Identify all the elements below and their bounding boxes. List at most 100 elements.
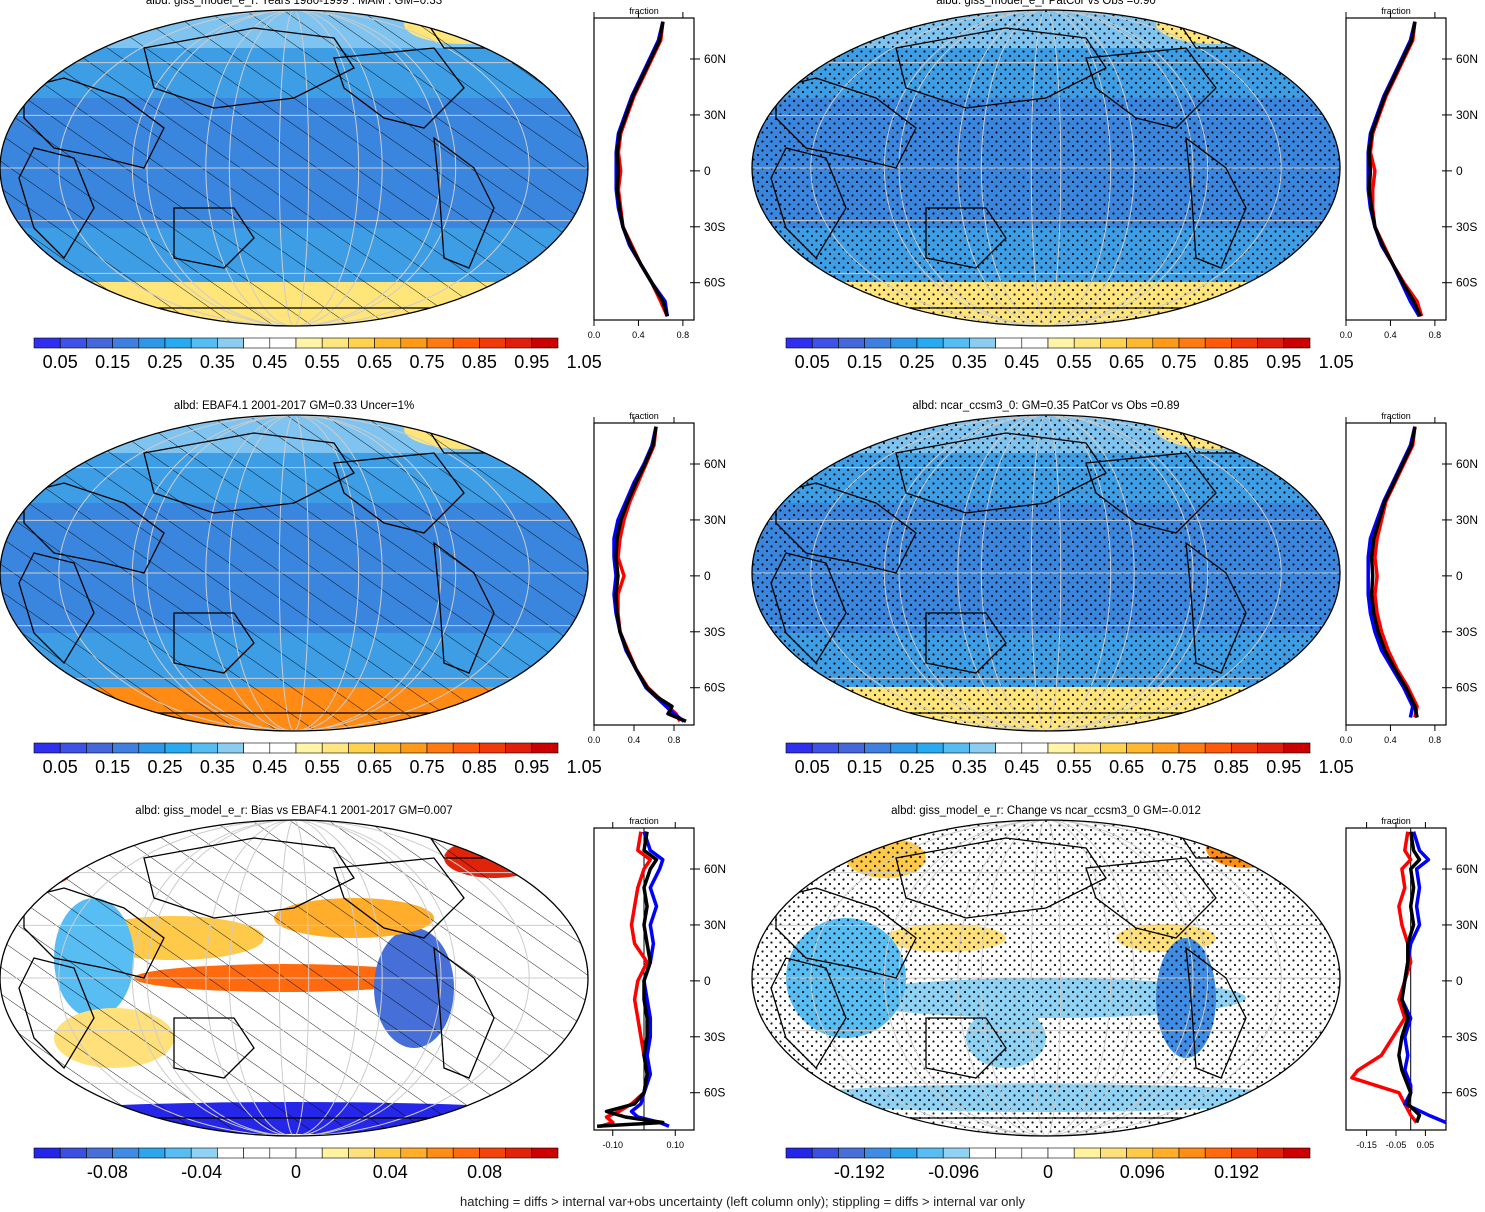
- colorbar-label: 0.55: [305, 352, 340, 372]
- colorbar-swatch: [426, 1147, 454, 1159]
- y-tick-label: 30S: [704, 625, 725, 639]
- reference-line: [629, 831, 670, 1128]
- map-border: [0, 819, 589, 1137]
- meridian-line: [228, 10, 360, 326]
- colorbar-swatch: [1100, 1147, 1127, 1159]
- colorbar-swatch: [1021, 1147, 1049, 1159]
- zonal-mean-frame: [1345, 422, 1447, 726]
- colorbar-swatch: [969, 337, 996, 349]
- colorbar-swatch: [479, 337, 506, 349]
- y-tick-label: 60N: [1456, 52, 1478, 66]
- colorbar-swatch: [1126, 337, 1154, 349]
- map-field: [0, 10, 588, 326]
- colorbar-swatch: [1047, 1147, 1075, 1159]
- panel-1: albd: giss_model_e_r: Years 1980-1999 : …: [0, 0, 726, 372]
- zonal-mean-frame: [593, 422, 695, 726]
- coastline: [143, 432, 355, 514]
- colorbar-label: 0.25: [899, 757, 934, 777]
- colorbar-swatch: [531, 742, 559, 754]
- colorbar-swatch: [1178, 337, 1206, 349]
- colorbar-swatch: [269, 742, 297, 754]
- colorbar-swatch: [505, 742, 533, 754]
- colorbar-label: -0.08: [87, 1162, 128, 1182]
- colorbar-swatch: [348, 742, 375, 754]
- colorbar-label: 0.25: [147, 352, 182, 372]
- meridian-line: [1030, 820, 1062, 1136]
- coastline: [23, 77, 165, 169]
- colorbar-swatch: [1231, 742, 1258, 754]
- colorbar-swatch: [838, 337, 865, 349]
- colorbar-label: 0.04: [373, 1162, 408, 1182]
- colorbar-swatch: [86, 1147, 113, 1159]
- coastline: [433, 136, 495, 269]
- coastline: [895, 837, 1107, 919]
- colorbar-label: 0.45: [1004, 757, 1039, 777]
- colorbar-swatch: [1178, 742, 1206, 754]
- y-tick-label: 60S: [1456, 1086, 1477, 1100]
- y-tick-label: 60N: [704, 862, 726, 876]
- colorbar-swatch: [785, 1147, 813, 1159]
- colorbar-label: 0.95: [1266, 757, 1301, 777]
- colorbar-label: 0.192: [1214, 1162, 1259, 1182]
- colorbar-swatch: [1073, 1147, 1101, 1159]
- zonal-mean-xlabel: fraction: [629, 816, 659, 826]
- meridian-line: [58, 10, 530, 326]
- map-field: [0, 415, 588, 731]
- colorbar-label: 0.55: [1057, 757, 1092, 777]
- meridian-line: [883, 820, 1209, 1136]
- y-tick-label: 30N: [704, 513, 726, 527]
- meridian-line: [58, 820, 530, 1136]
- zonal-mean-xlabel: fraction: [1381, 6, 1411, 16]
- meridian-line: [278, 415, 310, 731]
- colorbar-swatch: [785, 742, 813, 754]
- panel-title: albd: giss_model_e_r PatCor vs Obs =0.90: [936, 0, 1156, 7]
- meridian-line: [58, 415, 530, 731]
- zonal-mean-plot: fraction 60N 30N 0 30S 60S 0.0 0.4 0.8: [1340, 6, 1478, 340]
- colorbar-label: 0.65: [1109, 757, 1144, 777]
- x-tick-label: 0.8: [677, 330, 690, 340]
- zonal-mean-xlabel: fraction: [629, 6, 659, 16]
- colorbar-label: -0.04: [181, 1162, 222, 1182]
- coastline: [1085, 452, 1217, 534]
- meridian-line: [883, 415, 1209, 731]
- colorbar-swatch: [112, 1147, 140, 1159]
- x-tick-label: 0.8: [1429, 330, 1442, 340]
- colorbar-label: 0.95: [1266, 352, 1301, 372]
- y-tick-label: 60S: [1456, 681, 1477, 695]
- colorbar-label: 0.65: [357, 757, 392, 777]
- map-border: [751, 819, 1341, 1137]
- colorbar-label: 0.096: [1120, 1162, 1165, 1182]
- map-border: [0, 414, 589, 732]
- y-tick-label: 30S: [1456, 1030, 1477, 1044]
- colorbar-swatch: [400, 337, 428, 349]
- meridian-line: [980, 415, 1112, 731]
- colorbar-swatch: [1204, 742, 1232, 754]
- colorbar-swatch: [1073, 337, 1101, 349]
- colorbar-label: 0.75: [1161, 757, 1196, 777]
- colorbar-swatch: [1283, 1147, 1311, 1159]
- x-tick-label: -0.15: [1356, 1140, 1377, 1150]
- colorbar-label: -0.192: [834, 1162, 885, 1182]
- map-border: [751, 414, 1341, 732]
- map-border: [0, 9, 589, 327]
- colorbar-label: 1.05: [1319, 352, 1354, 372]
- colorbar-swatch: [295, 1147, 323, 1159]
- colorbar-swatch: [190, 337, 218, 349]
- meridian-line: [898, 415, 1194, 731]
- meridian-line: [146, 10, 442, 326]
- colorbar-swatch: [916, 742, 944, 754]
- meridian-line: [980, 10, 1112, 326]
- panel-2: albd: giss_model_e_r PatCor vs Obs =0.90…: [751, 0, 1478, 372]
- coastline: [770, 957, 847, 1070]
- x-tick-label: 0.4: [1384, 735, 1397, 745]
- panel-line: [1397, 831, 1422, 1124]
- meridian-line: [228, 415, 360, 731]
- coastline: [1085, 47, 1217, 129]
- meridian-line: [810, 415, 1282, 731]
- y-tick-label: 0: [1456, 164, 1463, 178]
- x-tick-label: -0.05: [1386, 1140, 1407, 1150]
- colorbar-swatch: [969, 742, 996, 754]
- colorbar-swatch: [811, 742, 839, 754]
- colorbar-label: 0.05: [43, 757, 78, 777]
- colorbar-label: 0.65: [357, 352, 392, 372]
